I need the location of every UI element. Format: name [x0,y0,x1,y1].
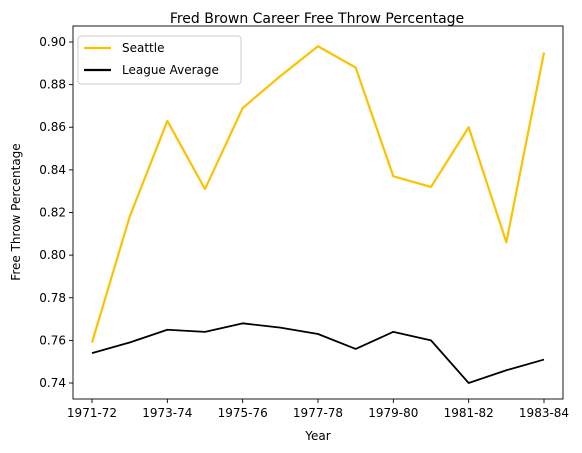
legend-box [77,35,242,85]
x-axis-label: Year [304,429,330,443]
plot-frame [72,25,564,400]
legend-label-0: Seattle [122,41,164,55]
y-tick-label: 0.74 [39,376,66,390]
y-tick-label: 0.78 [39,291,66,305]
x-tick-label: 1971-72 [67,406,117,420]
series-line-0 [90,45,546,343]
legend-label-1: League Average [122,63,219,77]
y-tick-label: 0.80 [39,248,66,262]
chart-title: Fred Brown Career Free Throw Percentage [170,11,464,27]
plot-area [73,26,563,399]
y-tick-label: 0.82 [39,206,66,220]
x-tick-label: 1983-84 [519,406,569,420]
x-tick-label: 1977-78 [293,406,343,420]
y-tick-label: 0.84 [39,163,66,177]
series-layer [90,45,546,384]
x-tick-label: 1979-80 [368,406,418,420]
y-axis-label: Free Throw Percentage [9,143,23,280]
x-tick-label: 1975-76 [218,406,268,420]
y-axis-ticks: 0.74 0.76 0.78 0.80 0.82 0.84 0.86 0.88 0.90 [39,35,73,390]
series-line-1 [91,322,545,384]
y-tick-label: 0.76 [39,333,66,347]
x-tick-label: 1981-82 [444,406,494,420]
legend: Seattle League Average [77,35,242,85]
y-tick-label: 0.86 [39,120,66,134]
y-tick-label: 0.90 [39,35,66,49]
y-tick-label: 0.88 [39,78,66,92]
x-axis-ticks: 1971-72 1973-74 1975-76 1977-78 1979-80 1981-… [67,399,569,420]
x-tick-label: 1973-74 [142,406,192,420]
